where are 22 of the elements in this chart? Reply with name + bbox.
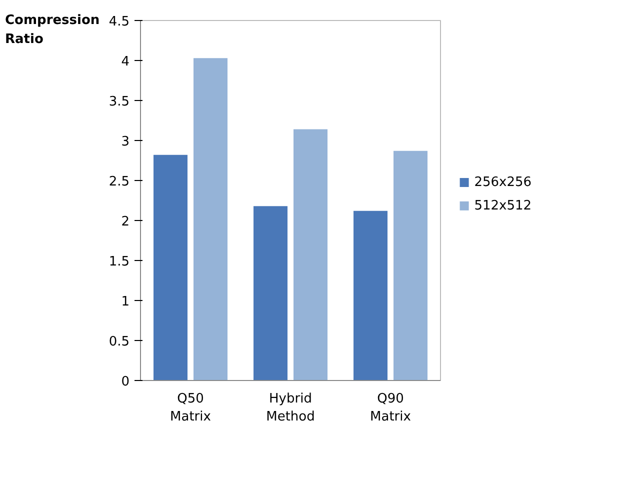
bar — [294, 129, 328, 380]
y-tick-label: 1 — [121, 294, 130, 310]
bar — [154, 154, 188, 380]
x-tick-label: Q90 Matrix — [370, 392, 412, 424]
y-tick-label: 1.5 — [108, 254, 130, 270]
y-tick-label: 2 — [121, 214, 130, 230]
legend-label: 512x512 — [474, 198, 532, 214]
x-tick-label: Hybrid Method — [266, 392, 315, 424]
bar — [394, 150, 428, 380]
y-tick-label: 0 — [121, 374, 130, 390]
y-tick-label: 3.5 — [108, 94, 130, 110]
y-axis-title: Compression Ratio — [5, 12, 100, 49]
bar — [194, 58, 228, 380]
legend-label: 256x256 — [474, 175, 532, 190]
y-tick-label: 0.5 — [108, 334, 130, 350]
bar — [254, 206, 288, 380]
x-tick-label: Q50 Matrix — [170, 392, 212, 424]
y-tick-label: 4 — [121, 54, 130, 70]
bar — [354, 210, 388, 380]
y-tick-label: 2.5 — [108, 174, 130, 190]
y-tick-label: 3 — [121, 134, 130, 150]
y-tick-label: 4.5 — [108, 14, 130, 30]
